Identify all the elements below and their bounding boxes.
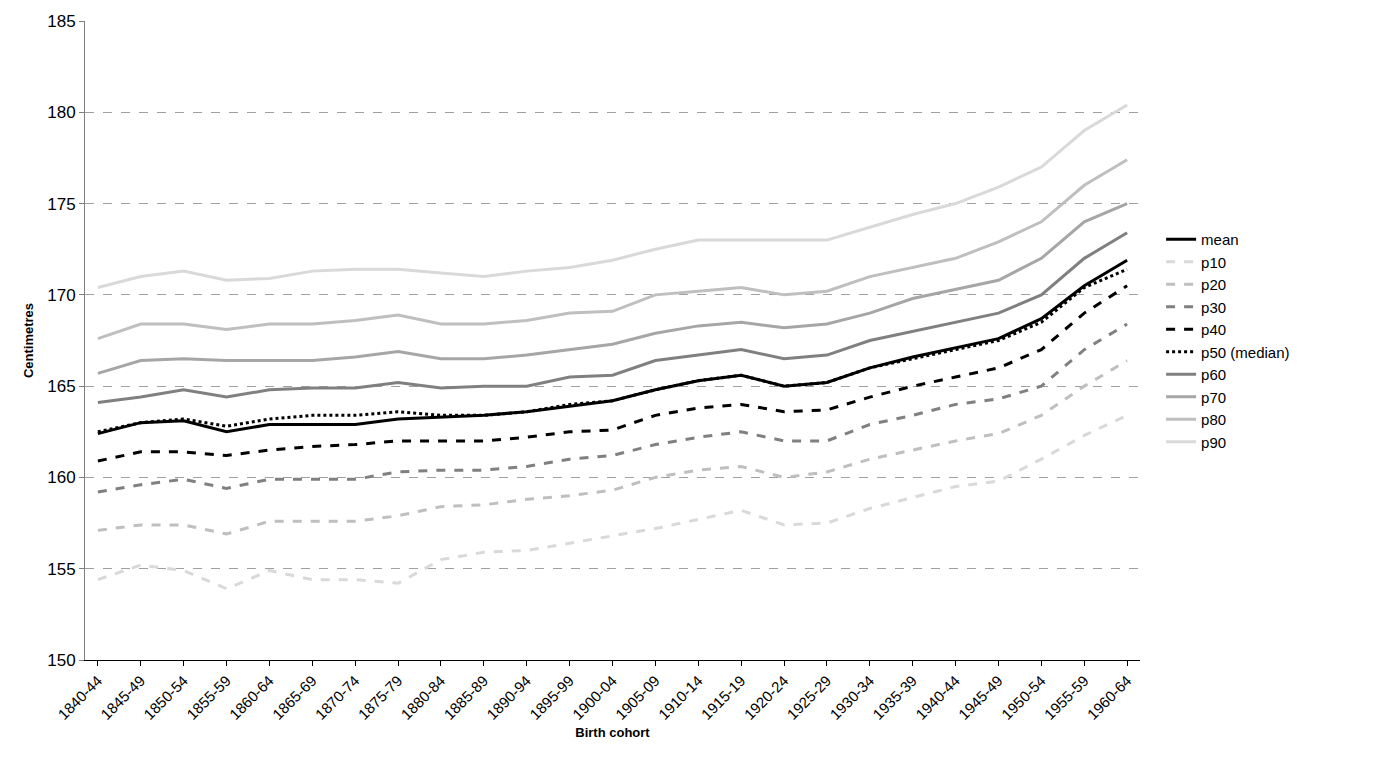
svg-text:1955-59: 1955-59 [1041,672,1092,723]
svg-text:1855-59: 1855-59 [183,672,234,723]
svg-text:165: 165 [47,377,75,396]
svg-text:1875-79: 1875-79 [355,672,406,723]
svg-text:1880-84: 1880-84 [397,672,448,723]
svg-text:150: 150 [47,651,75,670]
svg-text:155: 155 [47,560,75,579]
svg-text:1860-64: 1860-64 [226,672,277,723]
svg-text:1945-49: 1945-49 [955,672,1006,723]
svg-text:1960-64: 1960-64 [1084,672,1135,723]
svg-text:1940-44: 1940-44 [912,672,963,723]
svg-text:Birth cohort: Birth cohort [575,725,650,740]
svg-text:175: 175 [47,195,75,214]
svg-text:1910-14: 1910-14 [655,672,706,723]
svg-text:mean: mean [1201,231,1239,248]
svg-text:1905-09: 1905-09 [612,672,663,723]
svg-text:170: 170 [47,286,75,305]
svg-text:p90: p90 [1201,434,1226,451]
svg-text:1870-74: 1870-74 [312,672,363,723]
svg-text:1920-24: 1920-24 [741,672,792,723]
svg-text:1950-54: 1950-54 [998,672,1049,723]
svg-text:p40: p40 [1201,321,1226,338]
svg-text:160: 160 [47,468,75,487]
svg-text:1930-34: 1930-34 [826,672,877,723]
svg-text:1890-94: 1890-94 [483,672,534,723]
svg-text:p30: p30 [1201,299,1226,316]
svg-text:p10: p10 [1201,254,1226,271]
svg-text:1925-29: 1925-29 [783,672,834,723]
svg-text:185: 185 [47,12,75,31]
svg-text:1840-44: 1840-44 [54,672,105,723]
svg-text:p20: p20 [1201,276,1226,293]
svg-text:1895-99: 1895-99 [526,672,577,723]
svg-text:1865-69: 1865-69 [269,672,320,723]
svg-text:1915-19: 1915-19 [698,672,749,723]
svg-text:p80: p80 [1201,411,1226,428]
svg-text:1900-04: 1900-04 [569,672,620,723]
svg-text:1935-39: 1935-39 [869,672,920,723]
svg-text:180: 180 [47,103,75,122]
svg-text:p70: p70 [1201,389,1226,406]
svg-text:Centimetres: Centimetres [21,303,36,378]
svg-text:p50 (median): p50 (median) [1201,344,1289,361]
svg-text:1845-49: 1845-49 [97,672,148,723]
svg-text:p60: p60 [1201,366,1226,383]
svg-text:1885-89: 1885-89 [440,672,491,723]
svg-text:1850-54: 1850-54 [140,672,191,723]
